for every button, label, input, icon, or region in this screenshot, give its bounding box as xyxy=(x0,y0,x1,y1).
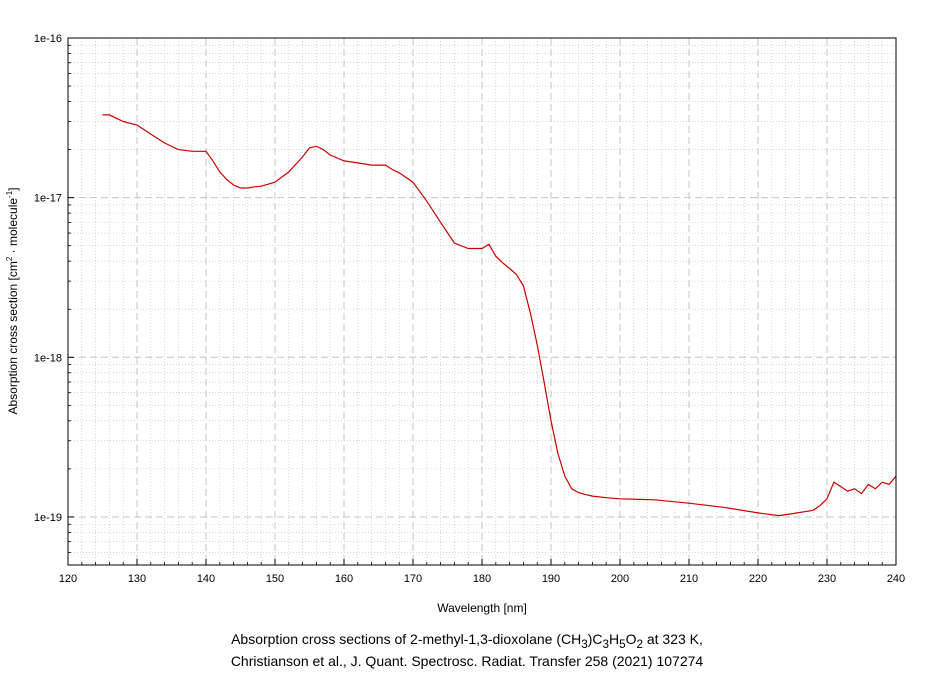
x-tick-label: 160 xyxy=(335,573,353,585)
x-axis-ticks: 120 130 140 150 160 170 180 190 200 210 220 230 240 xyxy=(59,559,905,585)
x-tick-label: 200 xyxy=(611,573,629,585)
y-tick-label: 1e-17 xyxy=(34,193,62,205)
x-tick-label: 190 xyxy=(542,573,560,585)
y-tick-label: 1e-19 xyxy=(34,512,62,524)
y-tick-label: 1e-16 xyxy=(34,33,62,45)
plot-background xyxy=(68,38,896,565)
caption-line-1: Absorption cross sections of 2-methyl-1,… xyxy=(231,631,703,651)
x-tick-label: 170 xyxy=(404,573,422,585)
x-tick-label: 180 xyxy=(473,573,491,585)
x-tick-label: 120 xyxy=(59,573,77,585)
x-tick-label: 220 xyxy=(749,573,767,585)
x-tick-label: 240 xyxy=(887,573,905,585)
minor-grid xyxy=(68,38,896,566)
x-axis-label: Wavelength [nm] xyxy=(437,601,527,615)
x-tick-label: 150 xyxy=(266,573,284,585)
y-axis-label: Absorption cross section [cm2 · molecule… xyxy=(5,187,20,414)
x-tick-label: 230 xyxy=(818,573,836,585)
y-axis-ticks: 1e-16 1e-17 1e-18 1e-19 xyxy=(34,33,74,566)
absorption-series-line xyxy=(102,114,897,517)
caption-line-2: Christianson et al., J. Quant. Spectrosc… xyxy=(230,653,704,669)
chart: 120 130 140 150 160 170 180 190 200 210 220 230 240 … xyxy=(5,33,905,615)
x-tick-label: 210 xyxy=(680,573,698,585)
y-tick-label: 1e-18 xyxy=(34,352,62,364)
x-tick-label: 140 xyxy=(197,573,215,585)
x-tick-label: 130 xyxy=(128,573,146,585)
